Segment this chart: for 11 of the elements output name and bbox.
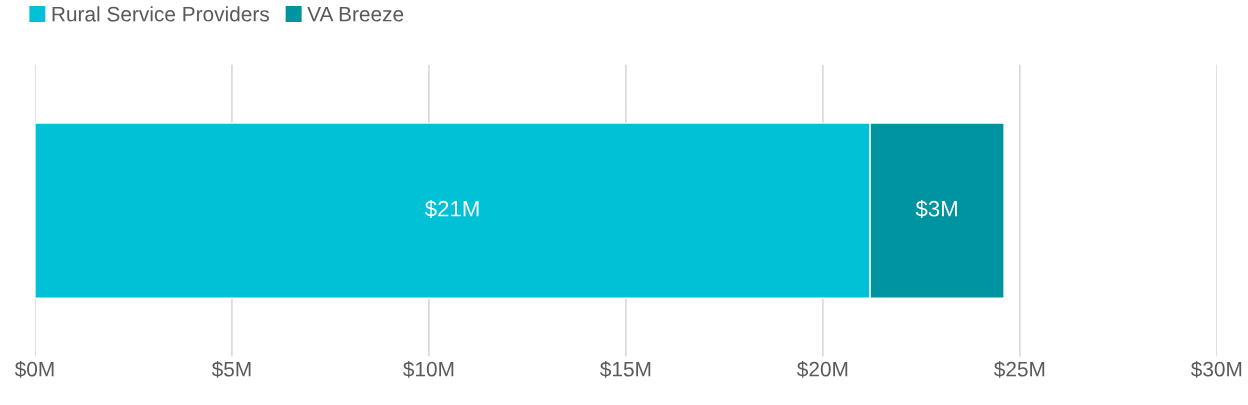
x-tick-label: $10M [403,360,454,378]
legend-label: VA Breeze [307,6,404,22]
x-tick-label: $5M [211,360,251,378]
x-tick-label: $25M [993,360,1045,378]
x-tick-label: $0M [14,360,54,378]
x-tick-label: $30M [1190,360,1242,378]
data-label: $21M [424,199,479,218]
data-label: $3M [915,199,957,218]
x-tick-label: $20M [797,360,848,378]
x-tick-label: $15M [600,360,651,378]
legend-label: Rural Service Providers [52,6,269,22]
